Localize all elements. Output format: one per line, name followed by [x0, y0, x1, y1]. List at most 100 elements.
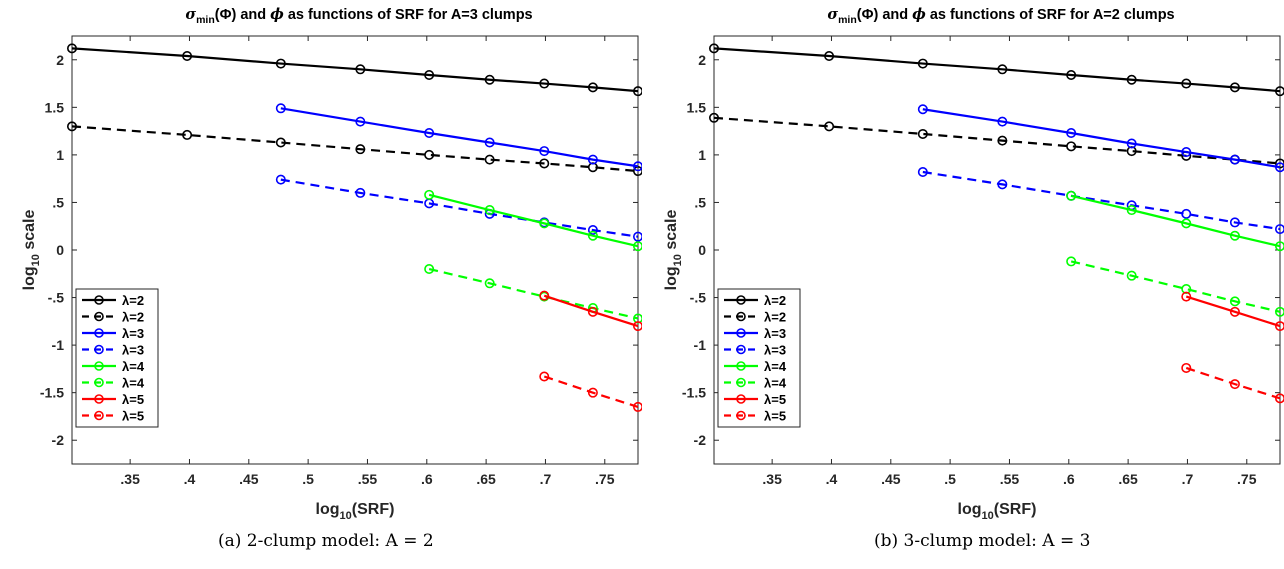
data-point: [824, 50, 835, 61]
data-point: [587, 230, 598, 241]
y-tick-label: -2: [694, 432, 707, 448]
y-label-var: scale: [663, 210, 680, 255]
y-tick-label: -1.5: [40, 385, 64, 401]
data-point: [1066, 69, 1077, 80]
data-point: [1275, 393, 1284, 404]
x-tick-label: .45: [239, 471, 259, 487]
y-label-log: log: [21, 266, 38, 290]
data-point: [1275, 158, 1284, 169]
legend-label: λ=3: [764, 343, 786, 358]
y-tick-label: 2: [698, 52, 706, 68]
data-point: [1181, 208, 1192, 219]
legend-box: [717, 288, 801, 428]
data-point: [709, 43, 720, 54]
x-tick-label: .65: [476, 471, 496, 487]
data-point: [1126, 270, 1137, 281]
y-axis-label: log10 scale: [663, 210, 684, 291]
data-point: [539, 78, 550, 89]
title-subscript: min: [196, 14, 215, 26]
legend-marker: [94, 377, 104, 388]
title-subscript: min: [838, 14, 857, 26]
data-point: [355, 144, 366, 155]
data-point: [484, 154, 495, 165]
data-point: [424, 189, 435, 200]
data-point: [182, 50, 193, 61]
legend-marker: [736, 328, 746, 338]
y-tick-label: 1: [698, 147, 706, 163]
data-point: [484, 137, 495, 148]
caption-b: (b) 3-clump model: A = 3: [874, 531, 1091, 551]
data-point: [1275, 306, 1284, 317]
chart-panel-a: σmin(Φ) and ϕ as functions of SRF for A=…: [21, 6, 642, 522]
data-point: [633, 161, 642, 172]
y-tick-label: -.5: [690, 290, 707, 306]
y-tick-label: 0: [56, 242, 64, 258]
data-point: [917, 167, 928, 178]
data-point: [633, 86, 642, 97]
data-point: [917, 58, 928, 69]
series-line-2: [280, 107, 639, 168]
legend-marker: [736, 295, 746, 305]
data-point: [1229, 296, 1240, 307]
x-label-log: log: [958, 501, 982, 518]
x-label-base: 10: [982, 510, 994, 522]
legend-label: λ=2: [122, 293, 144, 308]
y-tick-label: 1: [56, 147, 64, 163]
data-point: [997, 116, 1008, 127]
data-point: [424, 149, 435, 160]
data-point: [1126, 138, 1137, 149]
x-tick-label: .75: [1237, 471, 1257, 487]
data-point: [355, 187, 366, 198]
legend-label: λ=4: [764, 359, 787, 374]
series-group: [67, 43, 642, 412]
data-point: [1066, 128, 1077, 139]
series-line-6: [543, 294, 639, 328]
y-tick-label: 1.5: [687, 99, 707, 115]
y-tick-label: .5: [52, 194, 64, 210]
legend-label: λ=5: [764, 392, 786, 407]
title-tail: as functions of SRF for A=2 clumps: [926, 7, 1175, 23]
series-line-4: [1070, 194, 1281, 248]
legend-label: λ=3: [122, 343, 144, 358]
legend-marker: [94, 295, 104, 305]
title-rest: (Φ) and: [857, 7, 912, 23]
data-point: [539, 290, 550, 301]
data-point: [1275, 86, 1284, 97]
legend-label: λ=3: [122, 326, 144, 341]
data-point: [1229, 306, 1240, 317]
caption-a: (a) 2-clump model: A = 2: [218, 531, 434, 551]
legend-marker: [736, 410, 746, 421]
data-point: [484, 74, 495, 85]
legend-marker: [736, 311, 746, 322]
y-tick-label: -1: [694, 337, 707, 353]
data-point: [1275, 162, 1284, 173]
data-point: [917, 128, 928, 139]
data-point: [1181, 147, 1192, 158]
series-line-5: [1070, 260, 1281, 313]
y-tick-label: 0: [698, 242, 706, 258]
data-point: [484, 205, 495, 216]
x-tick-label: .6: [421, 471, 433, 487]
data-point: [1229, 230, 1240, 241]
y-tick-label: -.5: [48, 290, 65, 306]
legend-label: λ=4: [122, 376, 145, 391]
y-tick-label: .5: [694, 194, 706, 210]
legend-marker: [94, 344, 104, 355]
x-axis-label: log10(SRF): [958, 501, 1037, 522]
data-point: [1066, 190, 1077, 201]
x-tick-label: .6: [1063, 471, 1075, 487]
legend-marker: [736, 377, 746, 388]
data-point: [424, 264, 435, 275]
series-line-0: [713, 47, 1281, 93]
x-tick-label: .55: [1000, 471, 1020, 487]
series-line-7: [1185, 366, 1281, 400]
data-point: [917, 104, 928, 115]
data-point: [1181, 218, 1192, 229]
legend-label: λ=2: [122, 310, 144, 325]
y-tick-label: 2: [56, 52, 64, 68]
data-point: [182, 129, 193, 140]
legend-marker: [736, 344, 746, 355]
data-point: [633, 241, 642, 252]
legend-box: [75, 288, 159, 428]
y-label-base: 10: [30, 254, 42, 266]
